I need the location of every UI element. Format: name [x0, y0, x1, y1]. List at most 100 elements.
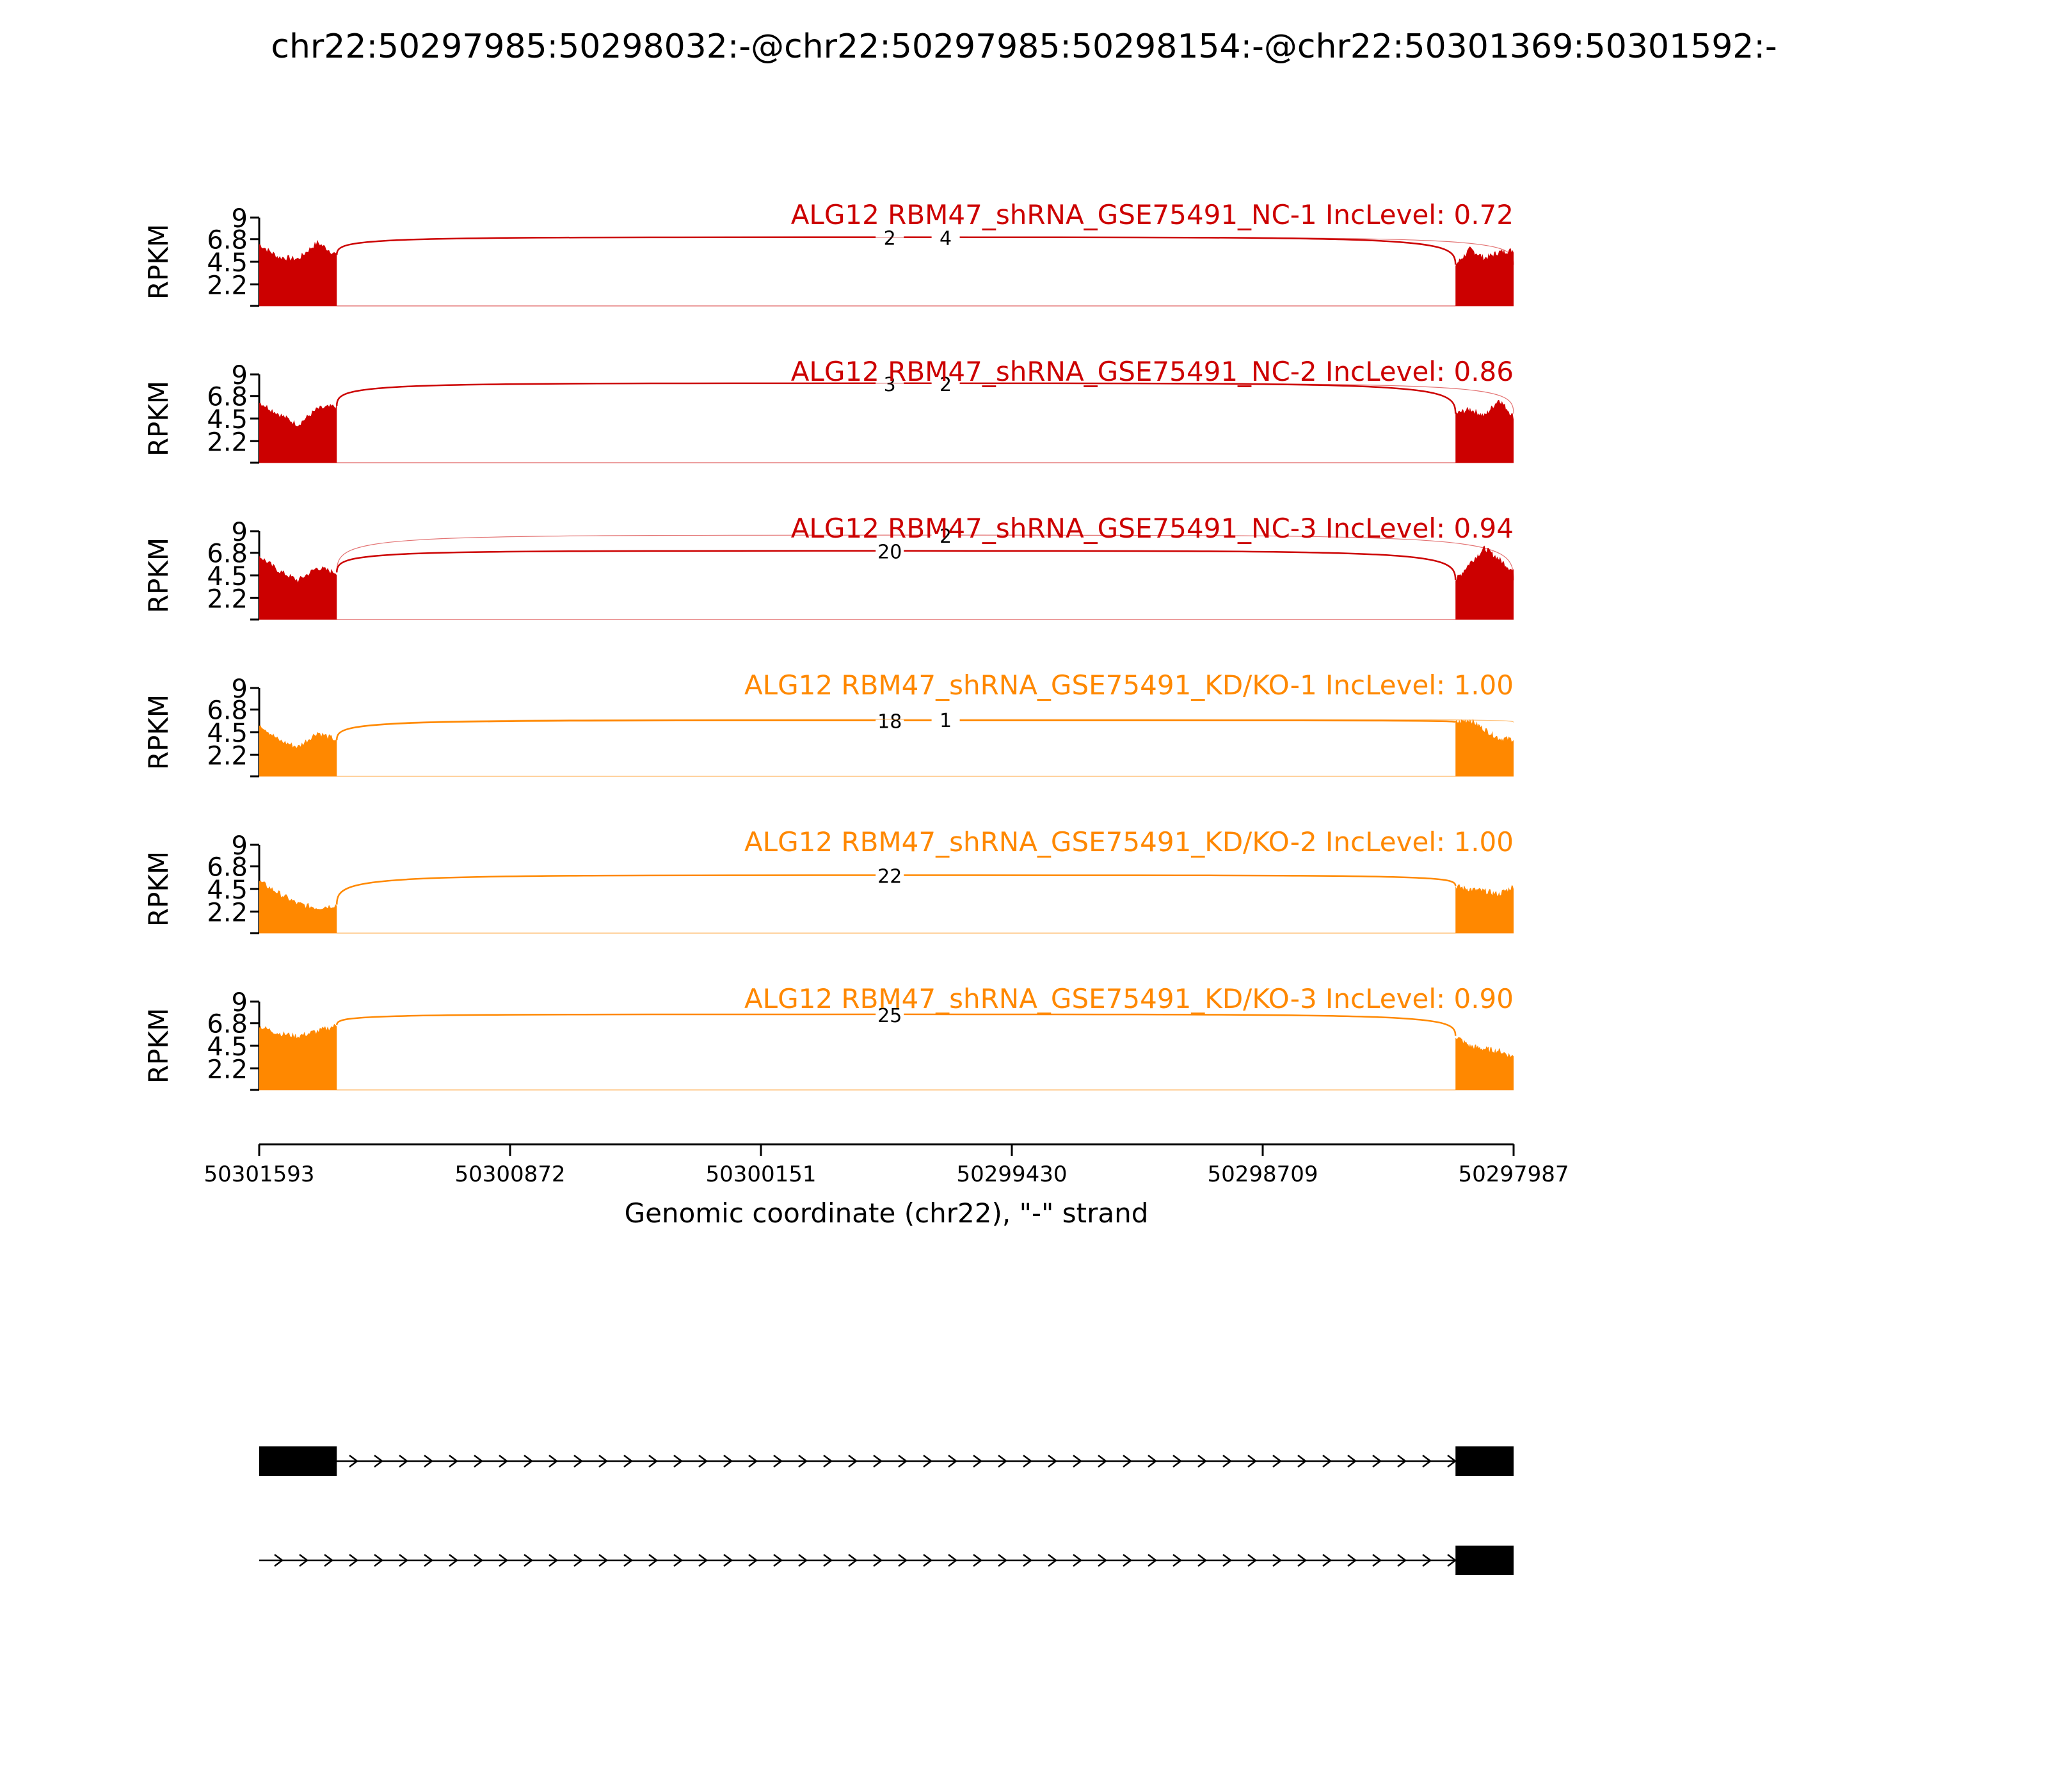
track-5: 96.84.52.2 RPKM 22 ALG12 RBM47_shRNA_GSE754… — [143, 826, 1514, 934]
y-axis-label: RPKM — [143, 1008, 174, 1084]
y-axis-label: RPKM — [143, 694, 174, 770]
x-tick-label: 50301593 — [204, 1162, 314, 1187]
strand-arrow — [1073, 1455, 1083, 1468]
coverage-exon-right — [1455, 1037, 1514, 1090]
strand-arrow — [1098, 1455, 1108, 1468]
y-tick-label: 6.8 — [207, 540, 248, 569]
strand-arrow — [823, 1554, 833, 1567]
strand-arrow — [499, 1554, 509, 1567]
junction-label: 2 — [940, 374, 952, 396]
strand-arrow — [973, 1554, 983, 1567]
junction-arc — [336, 534, 1514, 580]
coverage-exon-left — [259, 1023, 337, 1090]
y-tick-label: 2.2 — [207, 428, 248, 457]
strand-arrow — [873, 1455, 883, 1468]
junction-label-bg — [876, 371, 904, 394]
y-axis-label: RPKM — [143, 538, 174, 613]
strand-arrow — [424, 1554, 434, 1567]
strand-arrow — [1123, 1554, 1133, 1567]
strand-arrow — [648, 1455, 659, 1468]
exon-block — [1455, 1546, 1514, 1575]
strand-arrow — [673, 1455, 684, 1468]
junction-label: 3 — [884, 374, 896, 396]
sample-label: ALG12 RBM47_shRNA_GSE75491_KD/KO-3 IncLe… — [744, 983, 1514, 1014]
coverage-exon-left — [259, 725, 337, 776]
strand-arrow — [573, 1554, 584, 1567]
strand-arrow — [848, 1554, 858, 1567]
strand-arrow — [1048, 1455, 1058, 1468]
strand-arrow — [374, 1554, 384, 1567]
strand-arrow — [948, 1455, 958, 1468]
junction-label-bg — [876, 539, 904, 561]
strand-arrow — [449, 1455, 459, 1468]
strand-arrow — [1422, 1455, 1432, 1468]
transcript-models — [259, 1446, 1514, 1575]
strand-arrow — [399, 1455, 409, 1468]
strand-arrow — [798, 1455, 808, 1468]
strand-arrow — [1073, 1554, 1083, 1567]
x-tick-label: 50297987 — [1458, 1162, 1569, 1187]
strand-arrow — [1197, 1455, 1208, 1468]
strand-arrow — [324, 1554, 334, 1567]
strand-arrow — [923, 1554, 933, 1567]
x-ticks: 50301593 50300872 50300151 50299430 50298709… — [204, 1144, 1569, 1187]
junction-label-bg — [931, 225, 960, 248]
junction-label-bg — [876, 225, 904, 248]
strand-arrow — [548, 1455, 559, 1468]
junction-label: 2 — [940, 525, 952, 548]
junction-label: 22 — [877, 866, 902, 888]
y-tick-label: 6.8 — [207, 1010, 248, 1039]
transcript-2 — [259, 1546, 1514, 1575]
strand-arrow — [598, 1554, 609, 1567]
track-4: 96.84.52.2 RPKM 18 1 ALG12 RBM47_shRNA_GSE75… — [143, 669, 1514, 778]
junction-arc — [336, 237, 1514, 265]
strand-arrow — [1397, 1455, 1407, 1468]
y-tick-label: 4.5 — [207, 719, 248, 748]
y-tick-label: 9 — [232, 831, 248, 861]
y-tick-label: 2.2 — [207, 1055, 248, 1084]
strand-arrow — [998, 1455, 1008, 1468]
x-tick-label: 50298709 — [1207, 1162, 1318, 1187]
strand-arrow — [449, 1554, 459, 1567]
strand-arrow — [898, 1554, 908, 1567]
strand-arrow — [1297, 1455, 1308, 1468]
junction-label-bg — [931, 708, 960, 730]
strand-arrow — [1347, 1554, 1357, 1567]
junction-label-bg — [931, 371, 960, 394]
y-tick-label: 9 — [232, 361, 248, 390]
strand-arrow — [1247, 1455, 1258, 1468]
strand-arrow — [998, 1554, 1008, 1567]
coverage-exon-right — [1455, 884, 1514, 933]
strand-arrow — [823, 1455, 833, 1468]
chart-title: chr22:50297985:50298032:-@chr22:50297985… — [271, 28, 1777, 66]
strand-arrow — [648, 1554, 659, 1567]
exon-block — [259, 1446, 337, 1476]
transcript-1 — [259, 1446, 1514, 1476]
y-tick-label: 2.2 — [207, 271, 248, 300]
y-tick-label: 4.5 — [207, 405, 248, 435]
strand-arrow — [1222, 1554, 1233, 1567]
strand-arrow — [474, 1455, 484, 1468]
strand-arrow — [1023, 1554, 1033, 1567]
strand-arrow — [623, 1455, 634, 1468]
y-tick-label: 2.2 — [207, 741, 248, 771]
y-tick-label: 9 — [232, 518, 248, 547]
strand-arrow — [798, 1554, 808, 1567]
strand-arrow — [524, 1455, 534, 1468]
coverage-exon-right — [1455, 246, 1514, 306]
strand-arrow — [1322, 1554, 1332, 1567]
strand-arrow — [1098, 1554, 1108, 1567]
strand-arrow — [748, 1455, 758, 1468]
junction-label: 18 — [877, 711, 902, 733]
coverage-exon-left — [259, 239, 337, 306]
strand-arrow — [1272, 1455, 1283, 1468]
coverage-exon-left — [259, 556, 337, 620]
strand-arrow — [698, 1554, 708, 1567]
y-tick-label: 4.5 — [207, 562, 248, 591]
y-tick-label: 2.2 — [207, 584, 248, 614]
coverage-exon-left — [259, 403, 337, 463]
junction-label-bg — [931, 524, 960, 546]
